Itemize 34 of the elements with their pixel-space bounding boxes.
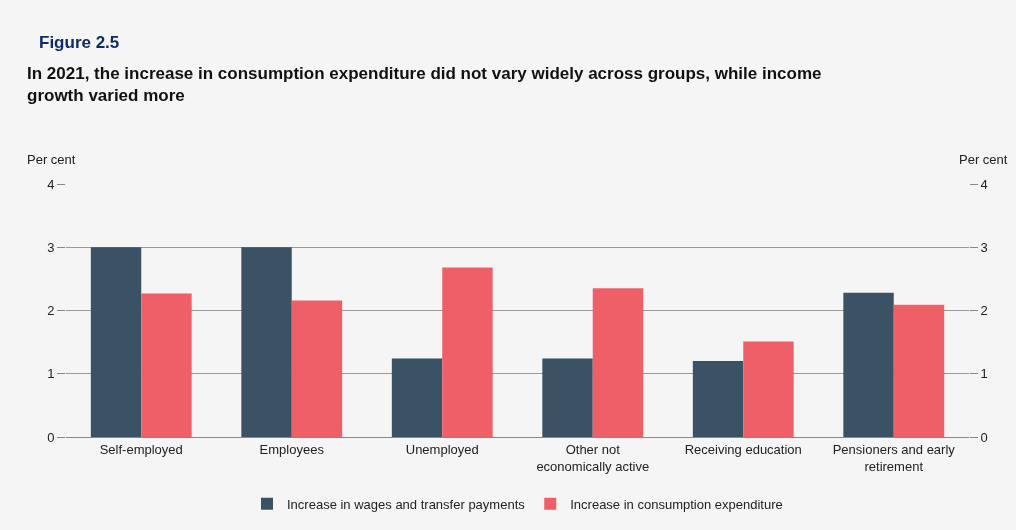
y2-tick-label: 0 xyxy=(980,429,988,445)
bar xyxy=(743,341,794,437)
bar xyxy=(442,267,493,437)
chart-subtitle: In 2021, the increase in consumption expenditure did not vary widely across groups, while income growth varied more xyxy=(27,64,822,106)
bar xyxy=(141,293,192,437)
y-tick-label: 0 xyxy=(47,429,55,445)
y2-axis-title: Per cent xyxy=(959,152,1008,167)
y2-tick-label: 4 xyxy=(980,176,988,192)
bar xyxy=(241,247,292,437)
bar xyxy=(391,358,443,437)
x-tick-label: Self-employed xyxy=(99,441,183,457)
legend-label: Increase in consumption expenditure xyxy=(570,496,783,512)
y-tick-label: 3 xyxy=(47,239,55,255)
y-tick-label: 1 xyxy=(47,366,55,382)
bar xyxy=(592,288,644,437)
bar xyxy=(291,300,343,437)
x-tick-label: Other not economically active xyxy=(536,441,650,474)
bar xyxy=(90,247,142,437)
bar xyxy=(893,304,945,437)
y2-tick-label: 2 xyxy=(980,303,988,319)
bar xyxy=(692,361,744,437)
y-axis-title: Per cent xyxy=(27,152,76,167)
bar xyxy=(542,358,593,437)
y-tick-label: 4 xyxy=(47,176,55,192)
x-tick-label: Unemployed xyxy=(405,441,479,457)
y-tick-label: 2 xyxy=(47,303,55,319)
y2-tick-label: 1 xyxy=(980,366,988,382)
y2-tick-label: 3 xyxy=(980,239,988,255)
x-tick-label: Pensioners and early retirement xyxy=(832,441,956,474)
x-tick-label: Employees xyxy=(259,441,325,457)
chart-title: Figure 2.5 xyxy=(39,32,120,52)
x-tick-label: Receiving education xyxy=(684,441,802,457)
bar xyxy=(843,292,894,437)
legend-label: Increase in wages and transfer payments xyxy=(287,496,526,512)
